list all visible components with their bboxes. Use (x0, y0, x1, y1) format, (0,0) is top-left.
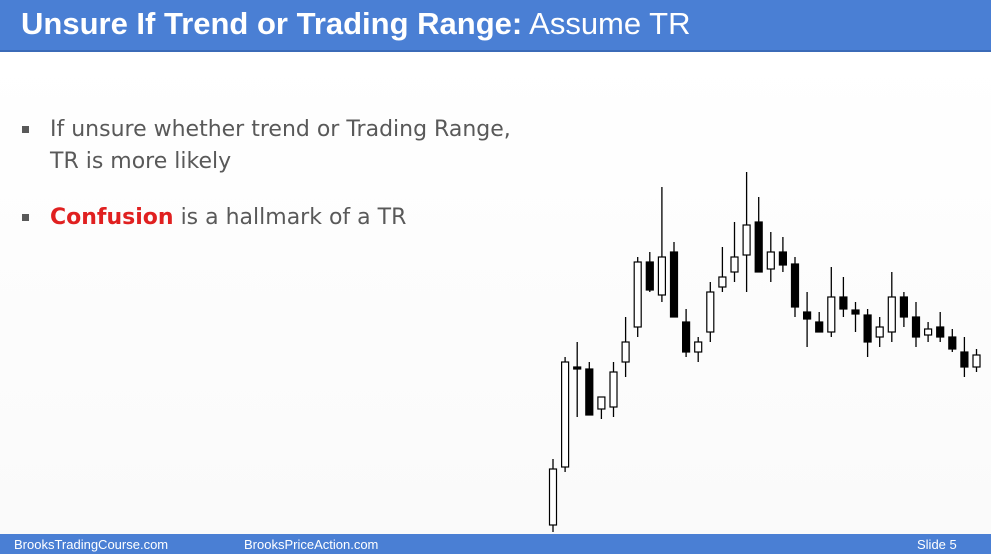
square-bullet-icon (22, 214, 29, 221)
bull-candle-body (742, 224, 751, 256)
candle (694, 337, 703, 362)
bear-candle-body (851, 309, 860, 315)
candle (911, 302, 921, 347)
candle (669, 242, 679, 318)
bullet-item-1: If unsure whether trend or Trading Range… (22, 114, 562, 184)
slide-title: Unsure If Trend or Trading Range: Assume… (21, 5, 691, 43)
candle (863, 309, 872, 357)
candle (609, 362, 618, 417)
candle (597, 396, 606, 419)
candle (742, 172, 751, 292)
bullet-1-line-1: If unsure whether trend or Trading Range… (50, 117, 511, 142)
title-bar: Unsure If Trend or Trading Range: Assume… (0, 0, 991, 52)
slide-number: Slide 5 (917, 537, 957, 552)
bear-candle-body (778, 251, 787, 266)
bull-candle-body (730, 256, 739, 273)
footer-bar: BrooksTradingCourse.com BrooksPriceActio… (0, 534, 991, 554)
candle (778, 237, 787, 272)
emphasis-confusion: Confusion (50, 205, 174, 230)
candle (827, 267, 836, 337)
bear-candle-body (899, 296, 908, 318)
bull-candle-body (621, 341, 630, 363)
bear-candle-body (790, 263, 800, 308)
bull-candle-body (706, 291, 715, 333)
square-bullet-icon (22, 126, 29, 133)
candle (754, 197, 763, 273)
footer-brooks-price-action: BrooksPriceAction.com (244, 537, 379, 552)
bullet-item-2: Confusion is a hallmark of a TR (22, 202, 562, 238)
bear-candle-body (573, 366, 582, 370)
bull-candle-body (609, 371, 618, 408)
bull-candle-body (875, 326, 884, 338)
bear-candle-body (645, 261, 654, 291)
bull-candle-body (827, 296, 836, 333)
bear-candle-body (669, 251, 679, 318)
bear-candle-body (948, 336, 957, 350)
candle (875, 317, 884, 347)
bullet-text-1: If unsure whether trend or Trading Range… (50, 114, 560, 178)
candle (936, 312, 945, 342)
candle (766, 232, 775, 282)
candle (548, 459, 558, 532)
candle (815, 312, 824, 333)
candle (851, 302, 860, 332)
bull-candle-body (657, 256, 667, 296)
bull-candle-body (694, 341, 703, 353)
bull-candle-body (766, 251, 775, 270)
candlestick-chart (548, 172, 981, 532)
bear-candle-body (803, 311, 812, 320)
candle (839, 277, 848, 317)
candle (645, 252, 654, 292)
candle (621, 317, 630, 377)
bear-candle-body (682, 321, 691, 353)
bear-candle-body (754, 221, 763, 273)
bull-candle-body (718, 276, 727, 288)
bear-candle-body (815, 321, 824, 333)
candle (887, 272, 896, 342)
bear-candle-body (936, 326, 945, 338)
bear-candle-body (863, 314, 872, 343)
candle (948, 329, 957, 352)
slide-title-normal: Assume TR (529, 6, 691, 41)
bullet-1-line-2: TR is more likely (50, 149, 232, 174)
candle (972, 349, 981, 372)
slide-title-bold: Unsure If Trend or Trading Range: (21, 6, 523, 41)
bear-candle-body (839, 296, 848, 310)
bullet-text-2: Confusion is a hallmark of a TR (50, 202, 560, 234)
slide-content: If unsure whether trend or Trading Range… (0, 52, 991, 534)
candle (924, 322, 933, 342)
candle (633, 257, 642, 337)
bull-candle-body (561, 361, 570, 468)
bear-candle-body (585, 368, 594, 416)
candle (706, 282, 715, 342)
bull-candle-body (597, 396, 606, 410)
bull-candle-body (924, 328, 933, 336)
bull-candle-body (548, 468, 558, 526)
bear-candle-body (960, 351, 969, 368)
bull-candle-body (887, 296, 896, 333)
candle (682, 309, 691, 357)
candle (573, 342, 582, 417)
candle (899, 292, 908, 327)
candle (718, 247, 727, 292)
candle (960, 337, 969, 377)
footer-brooks-trading-course: BrooksTradingCourse.com (14, 537, 169, 552)
bull-candle-body (972, 354, 981, 368)
candle (790, 257, 800, 317)
candle (803, 292, 812, 347)
bear-candle-body (911, 316, 921, 338)
candle (561, 357, 570, 472)
candle (657, 187, 667, 302)
candle (585, 362, 594, 416)
candle (730, 222, 739, 282)
bull-candle-body (633, 261, 642, 328)
bullet-2-rest: is a hallmark of a TR (173, 205, 407, 230)
